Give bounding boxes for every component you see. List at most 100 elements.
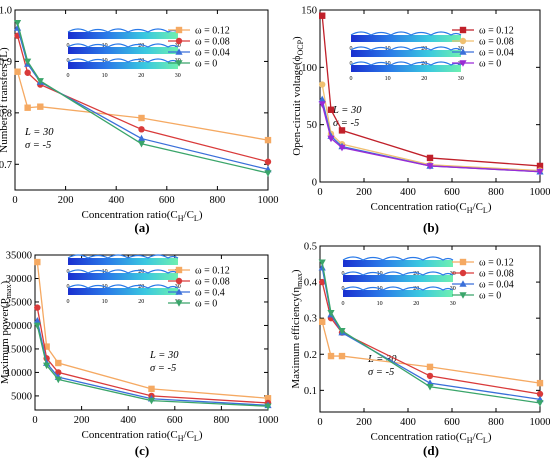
data-point <box>426 383 434 391</box>
colorbar-tick-label: 0 <box>67 269 70 275</box>
data-point <box>327 352 335 360</box>
x-tick-label: 600 <box>159 195 175 206</box>
y-axis-label: Number of transfers (L) <box>0 47 10 153</box>
colorbar-tick-label: 20 <box>421 61 427 67</box>
x-tick-label: 1000 <box>530 417 550 428</box>
legend-label: ω = 0.08 <box>479 269 514 280</box>
colorbar-tick-label: 30 <box>458 61 464 67</box>
colorbar-tick-label: 30 <box>450 271 456 277</box>
legend-marker <box>175 26 183 34</box>
colorbar-tick-label: 10 <box>102 299 108 305</box>
legend-marker <box>175 288 183 295</box>
colorbar-strip <box>68 62 178 69</box>
data-point <box>536 162 544 170</box>
x-axis-label: Concentration ratio(CH/CL) <box>371 431 492 445</box>
data-point <box>318 95 326 103</box>
colorbar-wave <box>350 46 462 51</box>
panel-label: (a) <box>134 220 149 235</box>
x-tick-label: 200 <box>58 195 74 206</box>
colorbar-tick-label: 20 <box>138 43 144 49</box>
colorbar-tick-label: 30 <box>458 46 464 52</box>
y-axis-label: Open-circuit voltage(ϕOCP) <box>291 36 305 156</box>
x-tick-label: 800 <box>488 187 504 198</box>
colorbar-tick-label: 10 <box>377 301 383 307</box>
y-tick-label: 15000 <box>6 344 32 355</box>
y-tick-label: 0.1 <box>304 386 317 397</box>
data-point <box>338 352 346 360</box>
x-tick-label: 600 <box>444 187 460 198</box>
data-point <box>24 58 32 66</box>
x-tick-label: 0 <box>32 415 37 426</box>
y-tick-label: 0 <box>312 178 317 189</box>
colorbar-tick-label: 30 <box>175 73 181 79</box>
chart-panel: 0 200 400 600 800 100050001000015000200002500… <box>0 251 279 459</box>
colorbar-tick-label: 20 <box>138 58 144 64</box>
legend-label: ω = 0.12 <box>479 26 514 37</box>
data-point <box>536 390 544 398</box>
x-tick-label: 200 <box>74 415 90 426</box>
data-point <box>13 20 22 27</box>
x-tick-label: 800 <box>488 417 504 428</box>
colorbar-wave <box>67 254 179 259</box>
plot-frame <box>14 9 269 191</box>
plot-frame <box>34 254 269 411</box>
legend-label: ω = 0 <box>479 291 501 302</box>
parameter-text: σ = -5 <box>150 363 176 374</box>
data-point <box>327 309 335 317</box>
y-tick-label: 0.9 <box>0 57 12 68</box>
colorbar-wave <box>67 43 179 48</box>
parameter-text: L = 30 <box>149 350 179 361</box>
colorbar-strip <box>68 32 178 39</box>
colorbar-wave <box>67 269 179 274</box>
data-point <box>137 140 146 148</box>
y-tick-label: 25000 <box>6 297 32 308</box>
panel-label: (b) <box>423 220 439 235</box>
colorbar-strip <box>351 65 461 72</box>
colorbar-tick-label: 20 <box>138 284 144 290</box>
colorbar-tick-label: 0 <box>350 61 353 67</box>
panel-label: (d) <box>423 443 439 458</box>
legend-label: ω = 0.08 <box>479 37 514 48</box>
colorbar-tick-label: 20 <box>413 271 419 277</box>
colorbar-wave <box>342 271 454 276</box>
data-point <box>137 134 146 142</box>
colorbar-strip <box>68 288 178 295</box>
y-tick-label: 1.0 <box>0 6 12 17</box>
data-point <box>37 103 44 110</box>
legend-label: ω = 0.04 <box>479 48 514 59</box>
data-point <box>318 259 326 267</box>
y-tick-label: 30000 <box>6 274 32 285</box>
parameter-text: σ = -5 <box>333 118 359 129</box>
data-point <box>43 362 51 370</box>
legend-marker <box>175 277 183 285</box>
data-point <box>34 304 41 311</box>
colorbar-wave <box>67 58 179 63</box>
colorbar-strip <box>351 50 461 57</box>
x-axis-label: Concentration ratio(CH/CL) <box>82 209 203 223</box>
data-point <box>54 376 62 384</box>
colorbar-tick-label: 30 <box>458 76 464 82</box>
chart-panel: 0 200 400 600 800 10000.10.20.30.40.5Concentr… <box>290 242 550 459</box>
data-point <box>264 136 272 144</box>
chart-panel: 0 200 400 600 800 10000.70.80.91.0Concentrati… <box>0 6 279 236</box>
legend-marker <box>175 300 183 307</box>
x-tick-label: 0 <box>12 195 17 206</box>
y-tick-label: 150 <box>301 6 317 17</box>
data-point <box>34 258 41 266</box>
legend-marker <box>175 266 183 274</box>
y-axis-label: Maximum power(Pmax) <box>0 281 13 385</box>
colorbar-tick-label: 0 <box>67 43 70 49</box>
colorbar-wave <box>342 286 454 291</box>
x-tick-label: 1000 <box>258 415 279 426</box>
plot-frame <box>319 9 541 183</box>
data-point <box>319 318 326 325</box>
x-tick-label: 0 <box>317 417 322 428</box>
colorbar-tick-label: 0 <box>67 299 70 305</box>
x-tick-label: 400 <box>400 187 416 198</box>
data-point <box>338 328 346 335</box>
y-tick-label: 20000 <box>6 321 32 332</box>
legend-marker <box>459 48 467 55</box>
colorbar-strip <box>343 260 453 267</box>
x-tick-label: 600 <box>167 415 183 426</box>
colorbar-tick-label: 30 <box>175 284 181 290</box>
